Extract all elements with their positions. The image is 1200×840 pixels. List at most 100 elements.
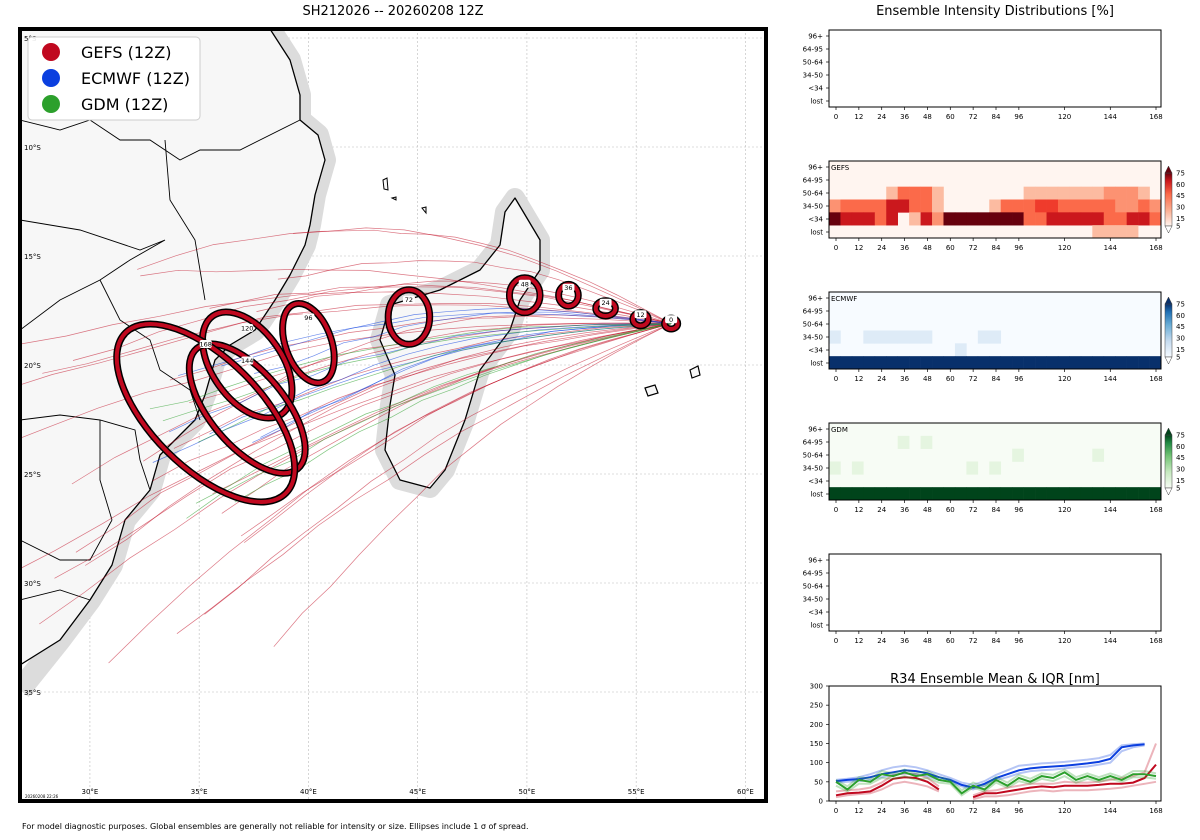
intensity-cell xyxy=(897,186,910,200)
intensity-cell xyxy=(1000,356,1013,370)
intensity-cell xyxy=(1103,212,1116,226)
ellipse-hour-label: 12 xyxy=(636,311,644,319)
ellipse-hour-label: 0 xyxy=(669,316,673,324)
intensity-cell xyxy=(977,212,990,226)
intensity-row-label: 96+ xyxy=(808,557,823,565)
intensity-cell xyxy=(886,212,898,226)
intensity-cell xyxy=(1057,199,1070,213)
colorbar-tick-label: 45 xyxy=(1176,192,1185,200)
intensity-cell xyxy=(1149,212,1162,226)
lon-label: 30°E xyxy=(81,788,98,796)
intensity-cell xyxy=(1149,199,1162,213)
intensity-panel-name: GDM xyxy=(831,426,848,434)
intensity-cell xyxy=(1138,199,1150,213)
intensity-cell xyxy=(1012,212,1024,226)
track-line xyxy=(204,323,672,615)
intensity-hour-label: 120 xyxy=(1058,506,1071,514)
intensity-hour-label: 0 xyxy=(834,113,838,121)
intensity-cell xyxy=(977,487,990,501)
intensity-cell xyxy=(851,461,864,475)
track-line xyxy=(54,323,672,579)
intensity-row-label: lost xyxy=(810,229,823,237)
r34-ytick-label: 250 xyxy=(810,702,823,710)
intensity-hour-label: 60 xyxy=(946,244,955,252)
intensity-cell xyxy=(829,356,841,370)
legend-ecmwf-marker xyxy=(42,69,60,87)
r34-iqr-line xyxy=(835,742,1145,786)
forecast-ellipse-120h xyxy=(198,308,296,422)
reunion-island xyxy=(644,384,659,397)
track-line xyxy=(178,312,672,376)
intensity-cell xyxy=(1069,487,1082,501)
intensity-cell xyxy=(1069,356,1082,370)
intensity-cell xyxy=(943,487,956,501)
track-line xyxy=(137,227,672,324)
intensity-cell xyxy=(1092,356,1105,370)
r34-ytick-label: 100 xyxy=(810,759,823,767)
lon-label: 35°E xyxy=(191,788,208,796)
intensity-hour-label: 60 xyxy=(946,637,955,645)
intensity-hour-label: 24 xyxy=(877,113,886,121)
r34-iqr-line xyxy=(835,774,1157,797)
intensity-cell xyxy=(932,212,944,226)
r34-ytick-label: 50 xyxy=(814,778,823,786)
intensity-cell xyxy=(989,199,1002,213)
intensity-cell xyxy=(909,186,921,200)
forecast-ellipses: 0 12 24 36 48 72 96 120 144 168 xyxy=(113,274,682,506)
legend-gdm-label: GDM (12Z) xyxy=(81,95,168,114)
intensity-hour-label: 36 xyxy=(900,637,909,645)
map-title: SH212026 -- 20260208 12Z xyxy=(302,4,483,19)
intensity-hour-label: 84 xyxy=(992,375,1001,383)
intensity-cell xyxy=(932,186,944,200)
intensity-row-label: <34 xyxy=(808,216,823,224)
intensity-cell xyxy=(897,356,910,370)
intensity-cell xyxy=(1023,199,1036,213)
intensity-cell xyxy=(851,212,864,226)
intensity-cell xyxy=(1057,487,1070,501)
colorbar-tick-label: 30 xyxy=(1176,204,1185,212)
intensity-cell xyxy=(1103,487,1116,501)
ellipse-hour-label: 36 xyxy=(564,284,572,292)
intensity-row-label: lost xyxy=(810,491,823,499)
intensity-hour-label: 36 xyxy=(900,113,909,121)
colorbar-tick-label: 5 xyxy=(1176,223,1180,231)
intensity-cell xyxy=(909,212,921,226)
intensity-cell xyxy=(920,330,933,344)
intensity-hour-label: 72 xyxy=(969,506,978,514)
intensity-row-label: 34-50 xyxy=(803,465,823,473)
intensity-row-label: 96+ xyxy=(808,164,823,172)
intensity-cell xyxy=(1103,356,1116,370)
intensity-cell xyxy=(886,330,898,344)
intensity-hour-label: 96 xyxy=(1014,375,1023,383)
intensity-row-label: lost xyxy=(810,98,823,106)
intensity-cell xyxy=(886,487,898,501)
intensity-hour-label: 144 xyxy=(1104,375,1118,383)
intensity-cell xyxy=(1023,212,1036,226)
intensity-cell xyxy=(1149,487,1162,501)
intensity-cell xyxy=(1012,199,1024,213)
intensity-cell xyxy=(874,330,887,344)
intensity-row-label: <34 xyxy=(808,347,823,355)
lat-label: 25°S xyxy=(24,471,41,479)
intensity-cell xyxy=(1092,186,1105,200)
colorbar-tick-label: 15 xyxy=(1176,346,1185,354)
madagascar-landmass xyxy=(379,197,541,489)
intensity-hour-label: 168 xyxy=(1149,637,1162,645)
intensity-cell xyxy=(829,330,841,344)
colorbar-tick-label: 60 xyxy=(1176,443,1185,451)
intensity-cell xyxy=(1115,225,1127,239)
intensity-cell xyxy=(954,356,967,370)
track-line xyxy=(20,323,672,570)
legend-ecmwf-label: ECMWF (12Z) xyxy=(81,69,190,88)
intensity-cell xyxy=(989,330,1002,344)
country-borders xyxy=(20,119,301,601)
intensity-hour-label: 72 xyxy=(969,375,978,383)
intensity-panel-blank-4: 96+ 64-95 50-64 34-50 <34 lost 0 12 24 36 48 60 72 84… xyxy=(803,553,1163,645)
forecast-ellipse-48h xyxy=(505,274,544,317)
intensity-cell xyxy=(1092,448,1105,462)
track-line xyxy=(85,323,672,566)
forecast-ellipse-168h xyxy=(113,320,299,506)
legend-gdm-marker xyxy=(42,95,60,113)
intensity-cell xyxy=(989,212,1002,226)
intensity-row-label: 50-64 xyxy=(803,583,824,591)
